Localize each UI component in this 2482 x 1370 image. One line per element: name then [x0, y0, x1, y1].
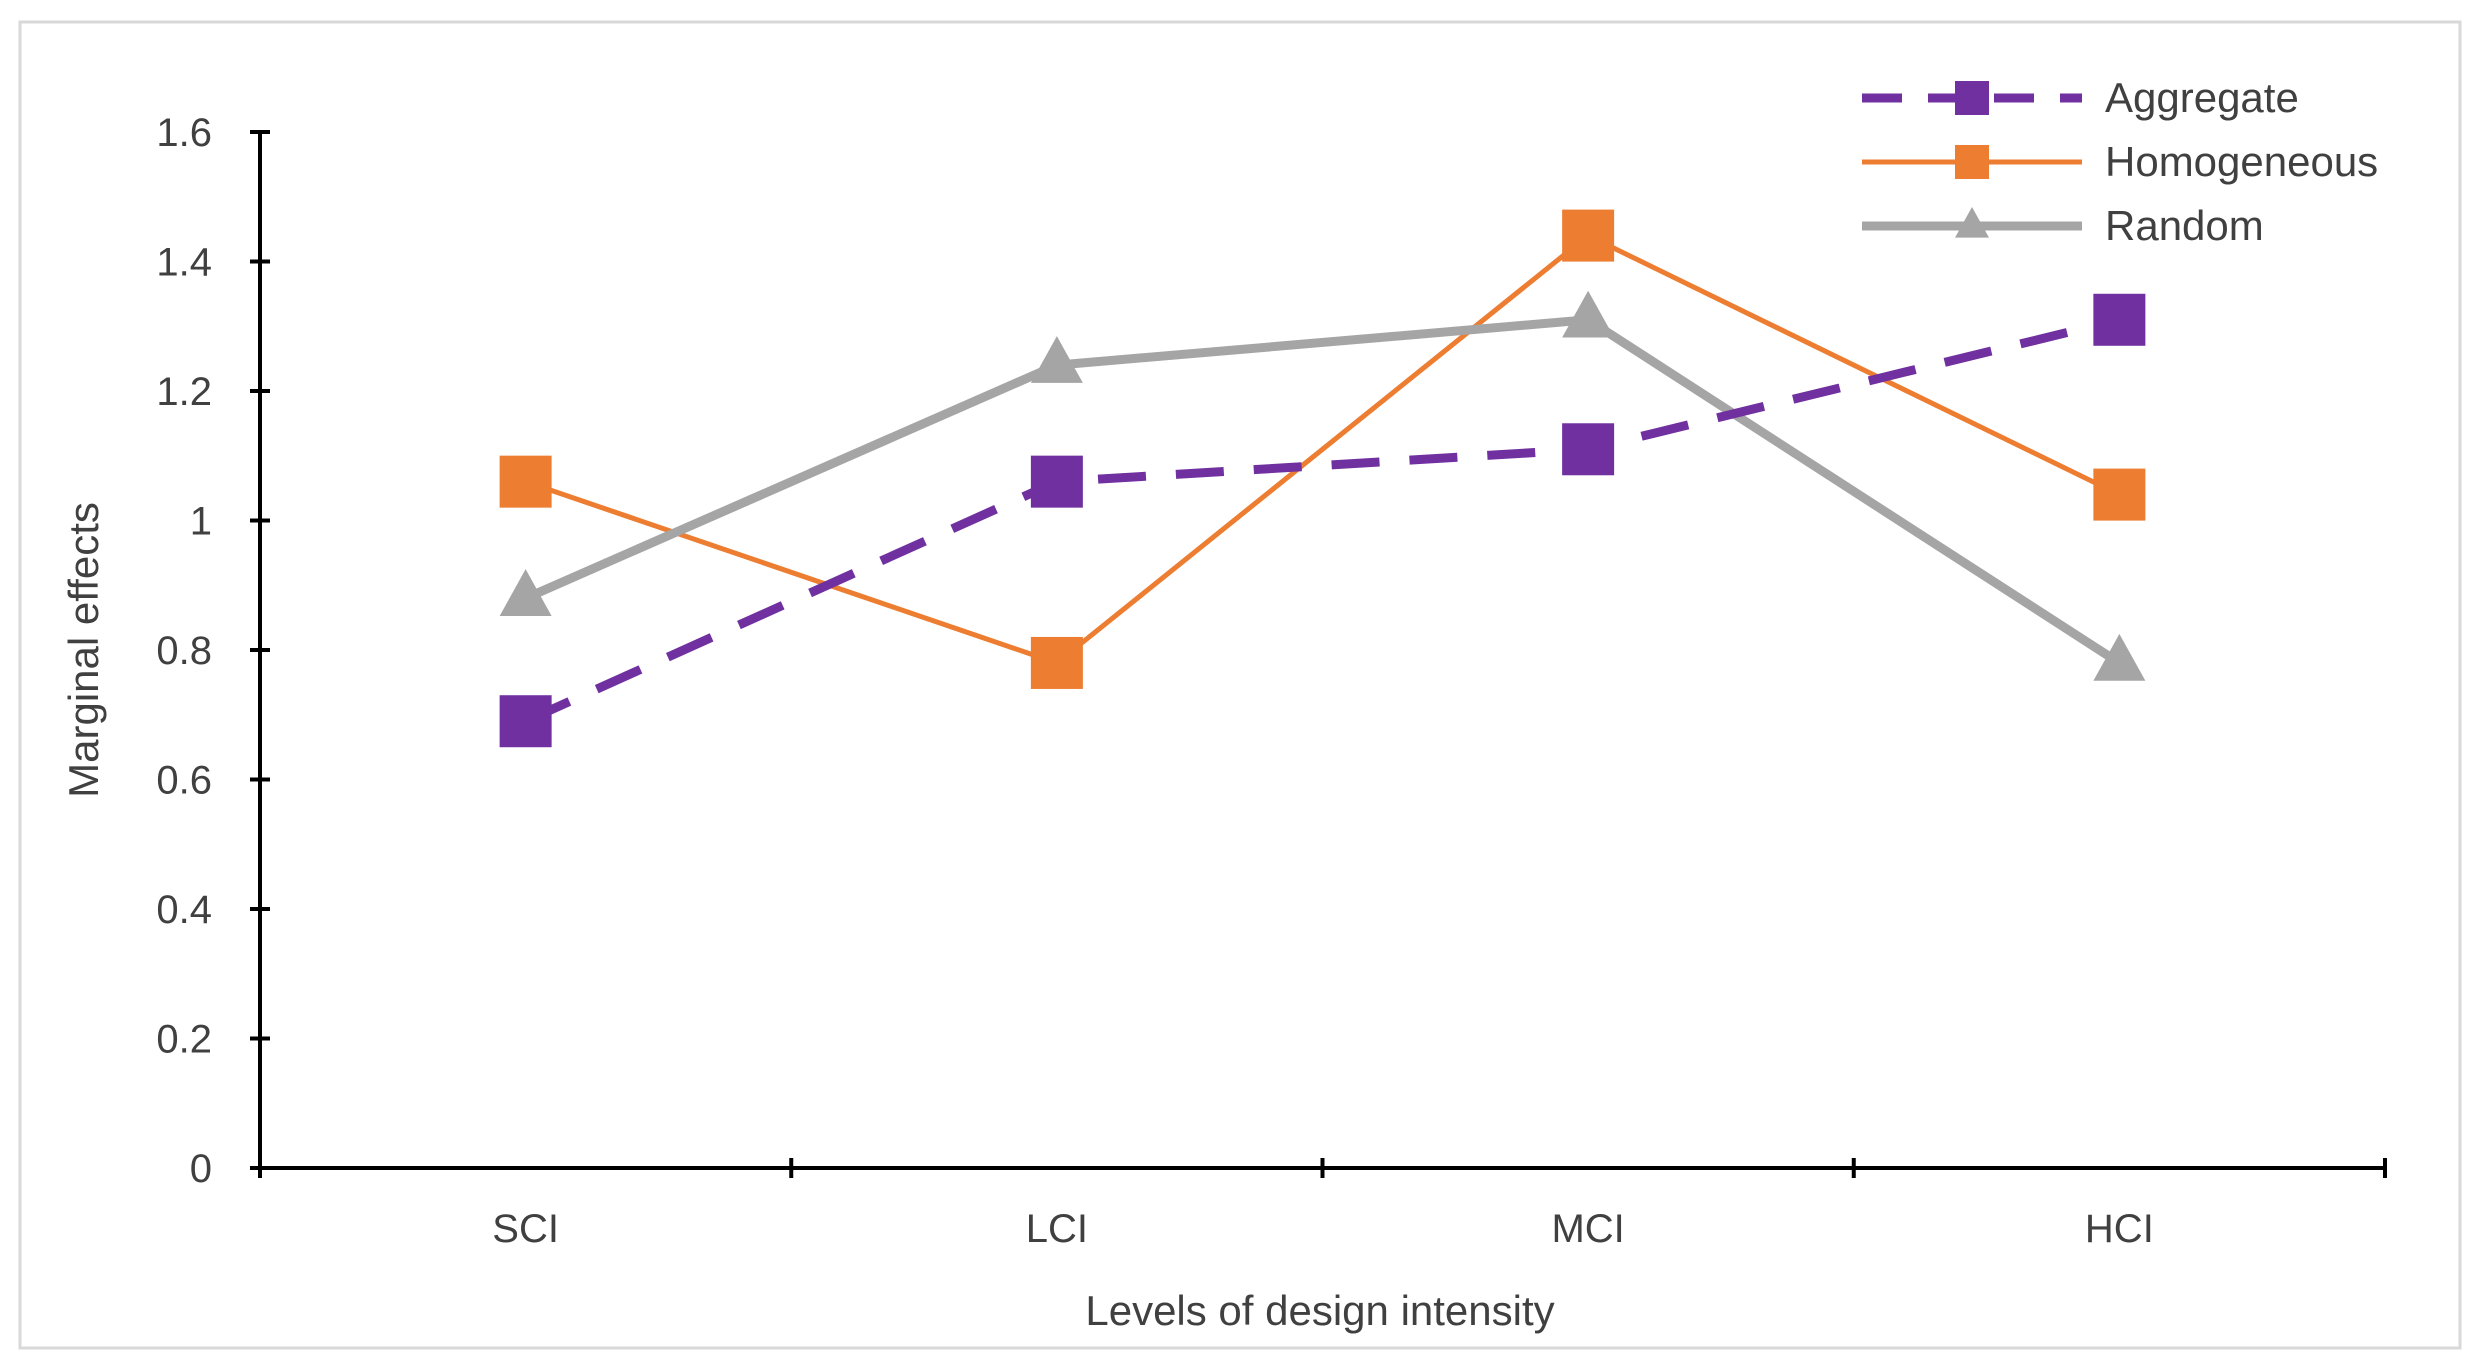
legend: Aggregate Homogeneous Random	[1862, 74, 2378, 249]
data-point	[2093, 468, 2146, 521]
y-tick-label: 1.2	[156, 370, 212, 414]
y-tick-label: 0.8	[156, 629, 212, 673]
x-tick-label: SCI	[492, 1207, 559, 1251]
legend-label: Random	[2105, 202, 2264, 249]
series-layer	[499, 209, 2146, 748]
legend-item-homogeneous: Homogeneous	[1862, 138, 2378, 185]
y-tick-label: 0.4	[156, 888, 212, 932]
y-tick-label: 1.6	[156, 111, 212, 155]
data-point	[1030, 455, 1083, 508]
x-tick-label: HCI	[2085, 1207, 2154, 1251]
data-point	[1562, 290, 1615, 338]
data-point	[1030, 336, 1083, 383]
x-tick-label: MCI	[1551, 1207, 1624, 1251]
series-line	[524, 233, 2121, 666]
data-point	[499, 695, 552, 748]
chart-border	[18, 20, 2462, 1350]
legend-marker	[1955, 81, 1989, 115]
y-tick-label: 0	[190, 1147, 212, 1191]
x-tick-label: LCI	[1026, 1207, 1088, 1251]
axes: 0 0.2 0.4 0.6 0.8 1 1.2 1.4 1.6 SCI LCI MCI HCI	[156, 111, 2387, 1251]
series-line	[523, 315, 2122, 667]
y-tick-label: 0.2	[156, 1018, 212, 1062]
legend-item-random: Random	[1862, 202, 2264, 249]
data-point	[1030, 636, 1083, 689]
legend-marker	[1955, 145, 1989, 179]
data-point	[1562, 423, 1615, 476]
x-axis-title: Levels of design intensity	[1085, 1287, 1554, 1334]
data-point	[1562, 209, 1615, 262]
y-tick-label: 1	[190, 500, 212, 544]
legend-item-aggregate: Aggregate	[1862, 74, 2299, 121]
series-random	[499, 290, 2146, 681]
legend-label: Homogeneous	[2105, 138, 2378, 185]
legend-label: Aggregate	[2105, 74, 2299, 121]
data-point	[2093, 633, 2146, 681]
legend-marker	[1955, 207, 1989, 238]
data-point	[499, 569, 552, 616]
y-tick-label: 1.4	[156, 241, 212, 285]
data-point	[2093, 293, 2146, 346]
y-tick-label: 0.6	[156, 759, 212, 803]
data-point	[499, 455, 552, 508]
series-homogeneous	[499, 209, 2146, 689]
series-aggregate	[499, 293, 2146, 748]
y-axis-title: Marginal effects	[60, 502, 107, 798]
